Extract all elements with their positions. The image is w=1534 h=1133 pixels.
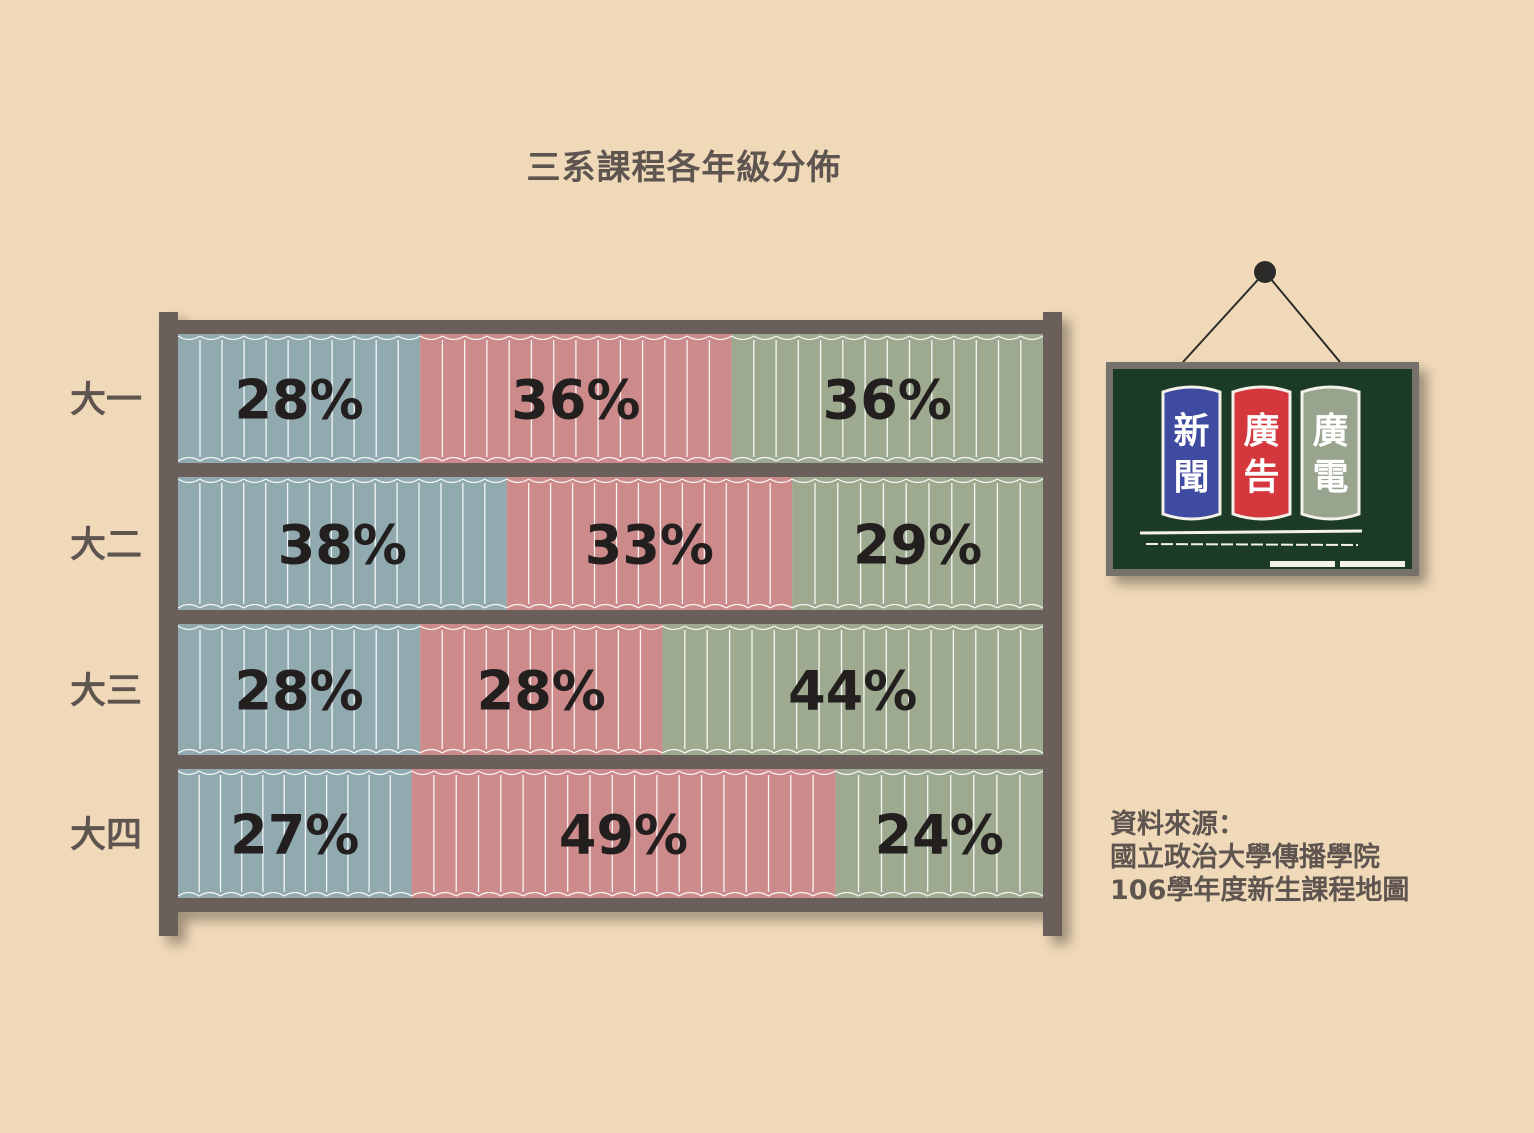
row-label: 大三: [70, 671, 142, 712]
source-line: 國立政治大學傳播學院: [1110, 842, 1380, 873]
nail-icon: [1254, 261, 1276, 283]
bar-segment: [177, 334, 421, 463]
data-label: 38%: [278, 514, 407, 577]
chalk-eraser: [1270, 561, 1335, 567]
bar-segment: [419, 624, 663, 755]
chalk-eraser: [1340, 561, 1405, 567]
legend-book: 廣電: [1300, 385, 1361, 521]
data-label: 49%: [559, 804, 688, 867]
row-label: 大二: [70, 525, 142, 566]
bar-segment: [731, 334, 1044, 463]
legend-label: 聞: [1173, 457, 1209, 498]
source-line: 106學年度新生課程地圖: [1110, 875, 1410, 906]
chalk-line: [1139, 529, 1363, 535]
source-note: 資料來源： 國立政治大學傳播學院 106學年度新生課程地圖: [1110, 808, 1470, 907]
data-label: 28%: [234, 369, 363, 432]
bar-segment: [662, 624, 1044, 755]
bar-segment: [791, 477, 1044, 610]
row-label: 大四: [70, 815, 142, 856]
bar-segment: [419, 334, 732, 463]
legend-label: 新: [1173, 411, 1209, 452]
bar-segment: [506, 477, 793, 610]
legend-label: 電: [1312, 457, 1348, 498]
row-label: 大一: [70, 380, 142, 421]
data-label: 36%: [511, 369, 640, 432]
data-label: 28%: [477, 660, 606, 723]
legend-label: 告: [1243, 457, 1279, 498]
bar-segment: [177, 624, 421, 755]
legend-book: 廣告: [1231, 385, 1292, 521]
data-label: 24%: [875, 804, 1004, 867]
shelf-row: 大四 27% 49% 24%: [70, 769, 1044, 898]
data-label: 27%: [230, 804, 359, 867]
bar-segment: [177, 769, 412, 898]
data-label: 29%: [853, 514, 982, 577]
legend-label: 廣: [1243, 411, 1279, 452]
bookshelf-frame: [159, 312, 1062, 936]
bar-segment: [835, 769, 1044, 898]
chart-title: 三系課程各年級分佈: [526, 148, 842, 188]
legend-book: 新聞: [1161, 385, 1222, 521]
data-label: 33%: [585, 514, 714, 577]
chalk-line: [1145, 543, 1359, 546]
legend-label: 廣: [1312, 411, 1348, 452]
data-label: 44%: [788, 660, 917, 723]
data-label: 28%: [234, 660, 363, 723]
source-line: 資料來源：: [1110, 809, 1245, 840]
shelf-row: 大一 28% 36% 36%: [70, 334, 1044, 463]
bar-segment: [177, 477, 508, 610]
shelf-row: 大三 28% 28% 44%: [70, 624, 1044, 755]
shelf-row: 大二 38% 33% 29%: [70, 477, 1044, 610]
bar-segment: [411, 769, 836, 898]
data-label: 36%: [823, 369, 952, 432]
